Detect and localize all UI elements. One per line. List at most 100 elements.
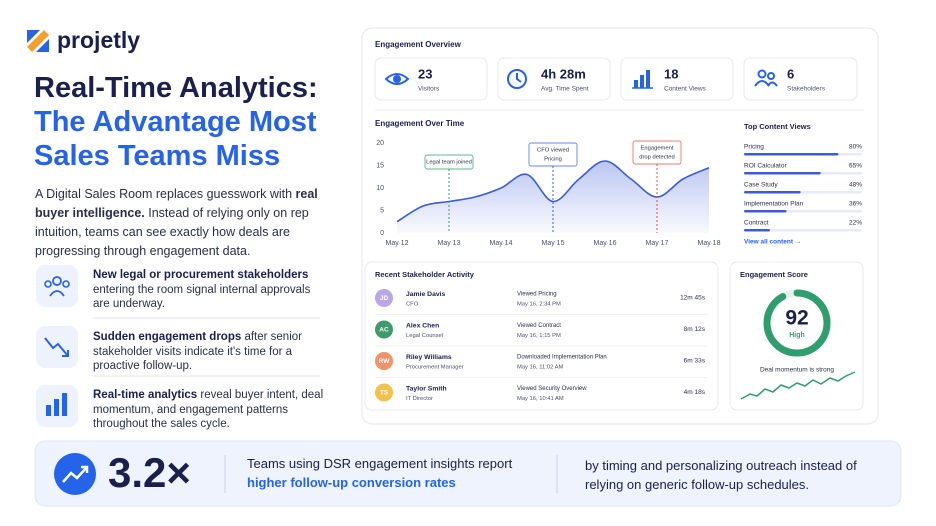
activity-action: Viewed Pricing: [517, 292, 557, 298]
y-tick-label: 5: [380, 207, 384, 214]
activity-duration: 6m 33s: [684, 358, 706, 365]
avatar-initials: RW: [379, 358, 391, 365]
stat-boxes: [374, 57, 858, 101]
stakeholder-name: Riley Williams: [406, 354, 452, 361]
activity-duration: 4m 18s: [684, 389, 706, 396]
content-value: 65%: [849, 163, 862, 170]
y-tick-label: 10: [376, 185, 384, 192]
content-value: 80%: [849, 144, 862, 151]
activity-title: Recent Stakeholder Activity: [375, 270, 475, 279]
activity-time: May 16, 11:02 AM: [517, 365, 563, 371]
feature-text: reveal buyer intent, deal momentum, and …: [93, 389, 324, 430]
stat-value: 4h 28m: [541, 66, 586, 81]
content-value: 36%: [849, 201, 862, 208]
stakeholder-role: IT Director: [406, 396, 433, 402]
avatar: [375, 383, 393, 402]
feature-bold: Real-time analytics: [93, 389, 198, 401]
annotation-text: Pricing: [544, 157, 562, 163]
feature-icons: [36, 265, 78, 427]
stakeholder-role: Legal Counsel: [406, 333, 443, 339]
avatar-initials: AC: [379, 327, 389, 334]
activity-time: May 16, 2:34 PM: [517, 302, 561, 308]
stakeholder-name: Alex Chen: [406, 322, 439, 329]
stakeholder-role: Procurement Manager: [406, 365, 464, 371]
footer-icon: [54, 453, 96, 495]
activity-duration: 12m 45s: [680, 295, 706, 302]
x-tick-label: May 17: [646, 240, 669, 247]
avatar-initials: JD: [380, 295, 389, 302]
content-bar: [744, 172, 821, 175]
score-panel: [729, 261, 864, 411]
annotation-text: Legal team joined: [426, 160, 472, 166]
feature: Sudden engagement drops after senior sta…: [93, 330, 325, 374]
intro-bold: real buyer intelligence.: [35, 187, 318, 220]
stat-label: Visitors: [418, 86, 440, 93]
feature-bold: New legal or procurement stakeholders: [93, 269, 309, 281]
brand: projetly: [57, 27, 141, 53]
title-line: The Advantage Most: [34, 106, 317, 138]
intro-text: Instead of relying only on rep intuition…: [35, 206, 309, 258]
content-link: View all content →: [744, 239, 801, 246]
footer-icon-arrowhead: [81, 465, 89, 473]
title-line: Sales Teams Miss: [34, 140, 281, 172]
content-name: Case Study: [744, 182, 778, 189]
stat-value: 18: [664, 66, 678, 81]
avatar: [375, 289, 393, 307]
logo-icon: [27, 30, 49, 52]
title-line: Real-Time Analytics:: [34, 72, 318, 104]
activity-time: May 16, 10:41 AM: [517, 396, 564, 402]
activity-action: Downloaded Implementation Plan: [517, 355, 607, 361]
content-bar-track: [744, 229, 862, 232]
content-bar: [744, 153, 839, 156]
top-content-title: Top Content Views: [744, 122, 811, 131]
stat-icons: [384, 69, 778, 89]
content-bar: [744, 191, 801, 194]
x-tick-label: May 16: [594, 240, 617, 247]
annotation-box: [528, 142, 578, 167]
feature-text: after senior stakeholder visits indicate…: [93, 331, 302, 372]
avatar: [375, 320, 393, 339]
stat-label: Avg. Time Spent: [541, 86, 589, 93]
annotation-box: [632, 140, 682, 165]
score-label: High: [789, 332, 805, 339]
annotation-text: drop detected: [639, 155, 674, 161]
avatar: [375, 352, 393, 370]
y-tick-label: 0: [380, 230, 384, 237]
x-tick-label: May 18: [698, 240, 721, 247]
score-caption: Deal momentum is strong: [760, 367, 834, 374]
avatar-initials: TS: [380, 390, 389, 397]
footer-band: [34, 440, 902, 507]
content-value: 48%: [849, 182, 862, 189]
annotation-text: CFO viewed: [537, 148, 569, 154]
stakeholder-role: CFO: [406, 302, 419, 308]
sparkline: [740, 371, 856, 400]
content-name: Contract: [744, 220, 769, 227]
footer-highlight: higher follow-up conversion rates: [247, 475, 456, 490]
intro: A Digital Sales Room replaces guesswork …: [35, 185, 325, 261]
stat-label: Stakeholders: [787, 86, 826, 93]
content-bar: [744, 210, 787, 213]
footer-text: by timing and personalizing outreach ins…: [585, 458, 857, 492]
score-title: Engagement Score: [740, 270, 808, 279]
activity-action: Viewed Security Overview: [517, 386, 587, 392]
y-tick-label: 20: [376, 140, 384, 147]
content-name: Implementation Plan: [744, 201, 804, 208]
feature: Real-time analytics reveal buyer intent,…: [93, 388, 325, 432]
activity-action: Viewed Contract: [517, 323, 561, 329]
footer-stat: 3.2×: [108, 449, 191, 496]
content-value: 22%: [849, 220, 862, 227]
x-tick-label: May 15: [542, 240, 565, 247]
intro-text: A Digital Sales Room replaces guesswork …: [35, 187, 296, 201]
x-tick-label: May 14: [490, 240, 513, 247]
stakeholder-name: Taylor Smith: [406, 385, 447, 392]
dashboard-title: Engagement Overview: [375, 40, 462, 49]
annotation-text: Engagement: [641, 146, 674, 152]
stat-value: 23: [418, 66, 432, 81]
x-tick-label: May 13: [438, 240, 461, 247]
activity-panel: [364, 261, 719, 411]
content-name: ROI Calculator: [744, 163, 787, 170]
activity-time: May 16, 1:15 PM: [517, 333, 561, 339]
feature-bold: Sudden engagement drops: [93, 331, 242, 343]
